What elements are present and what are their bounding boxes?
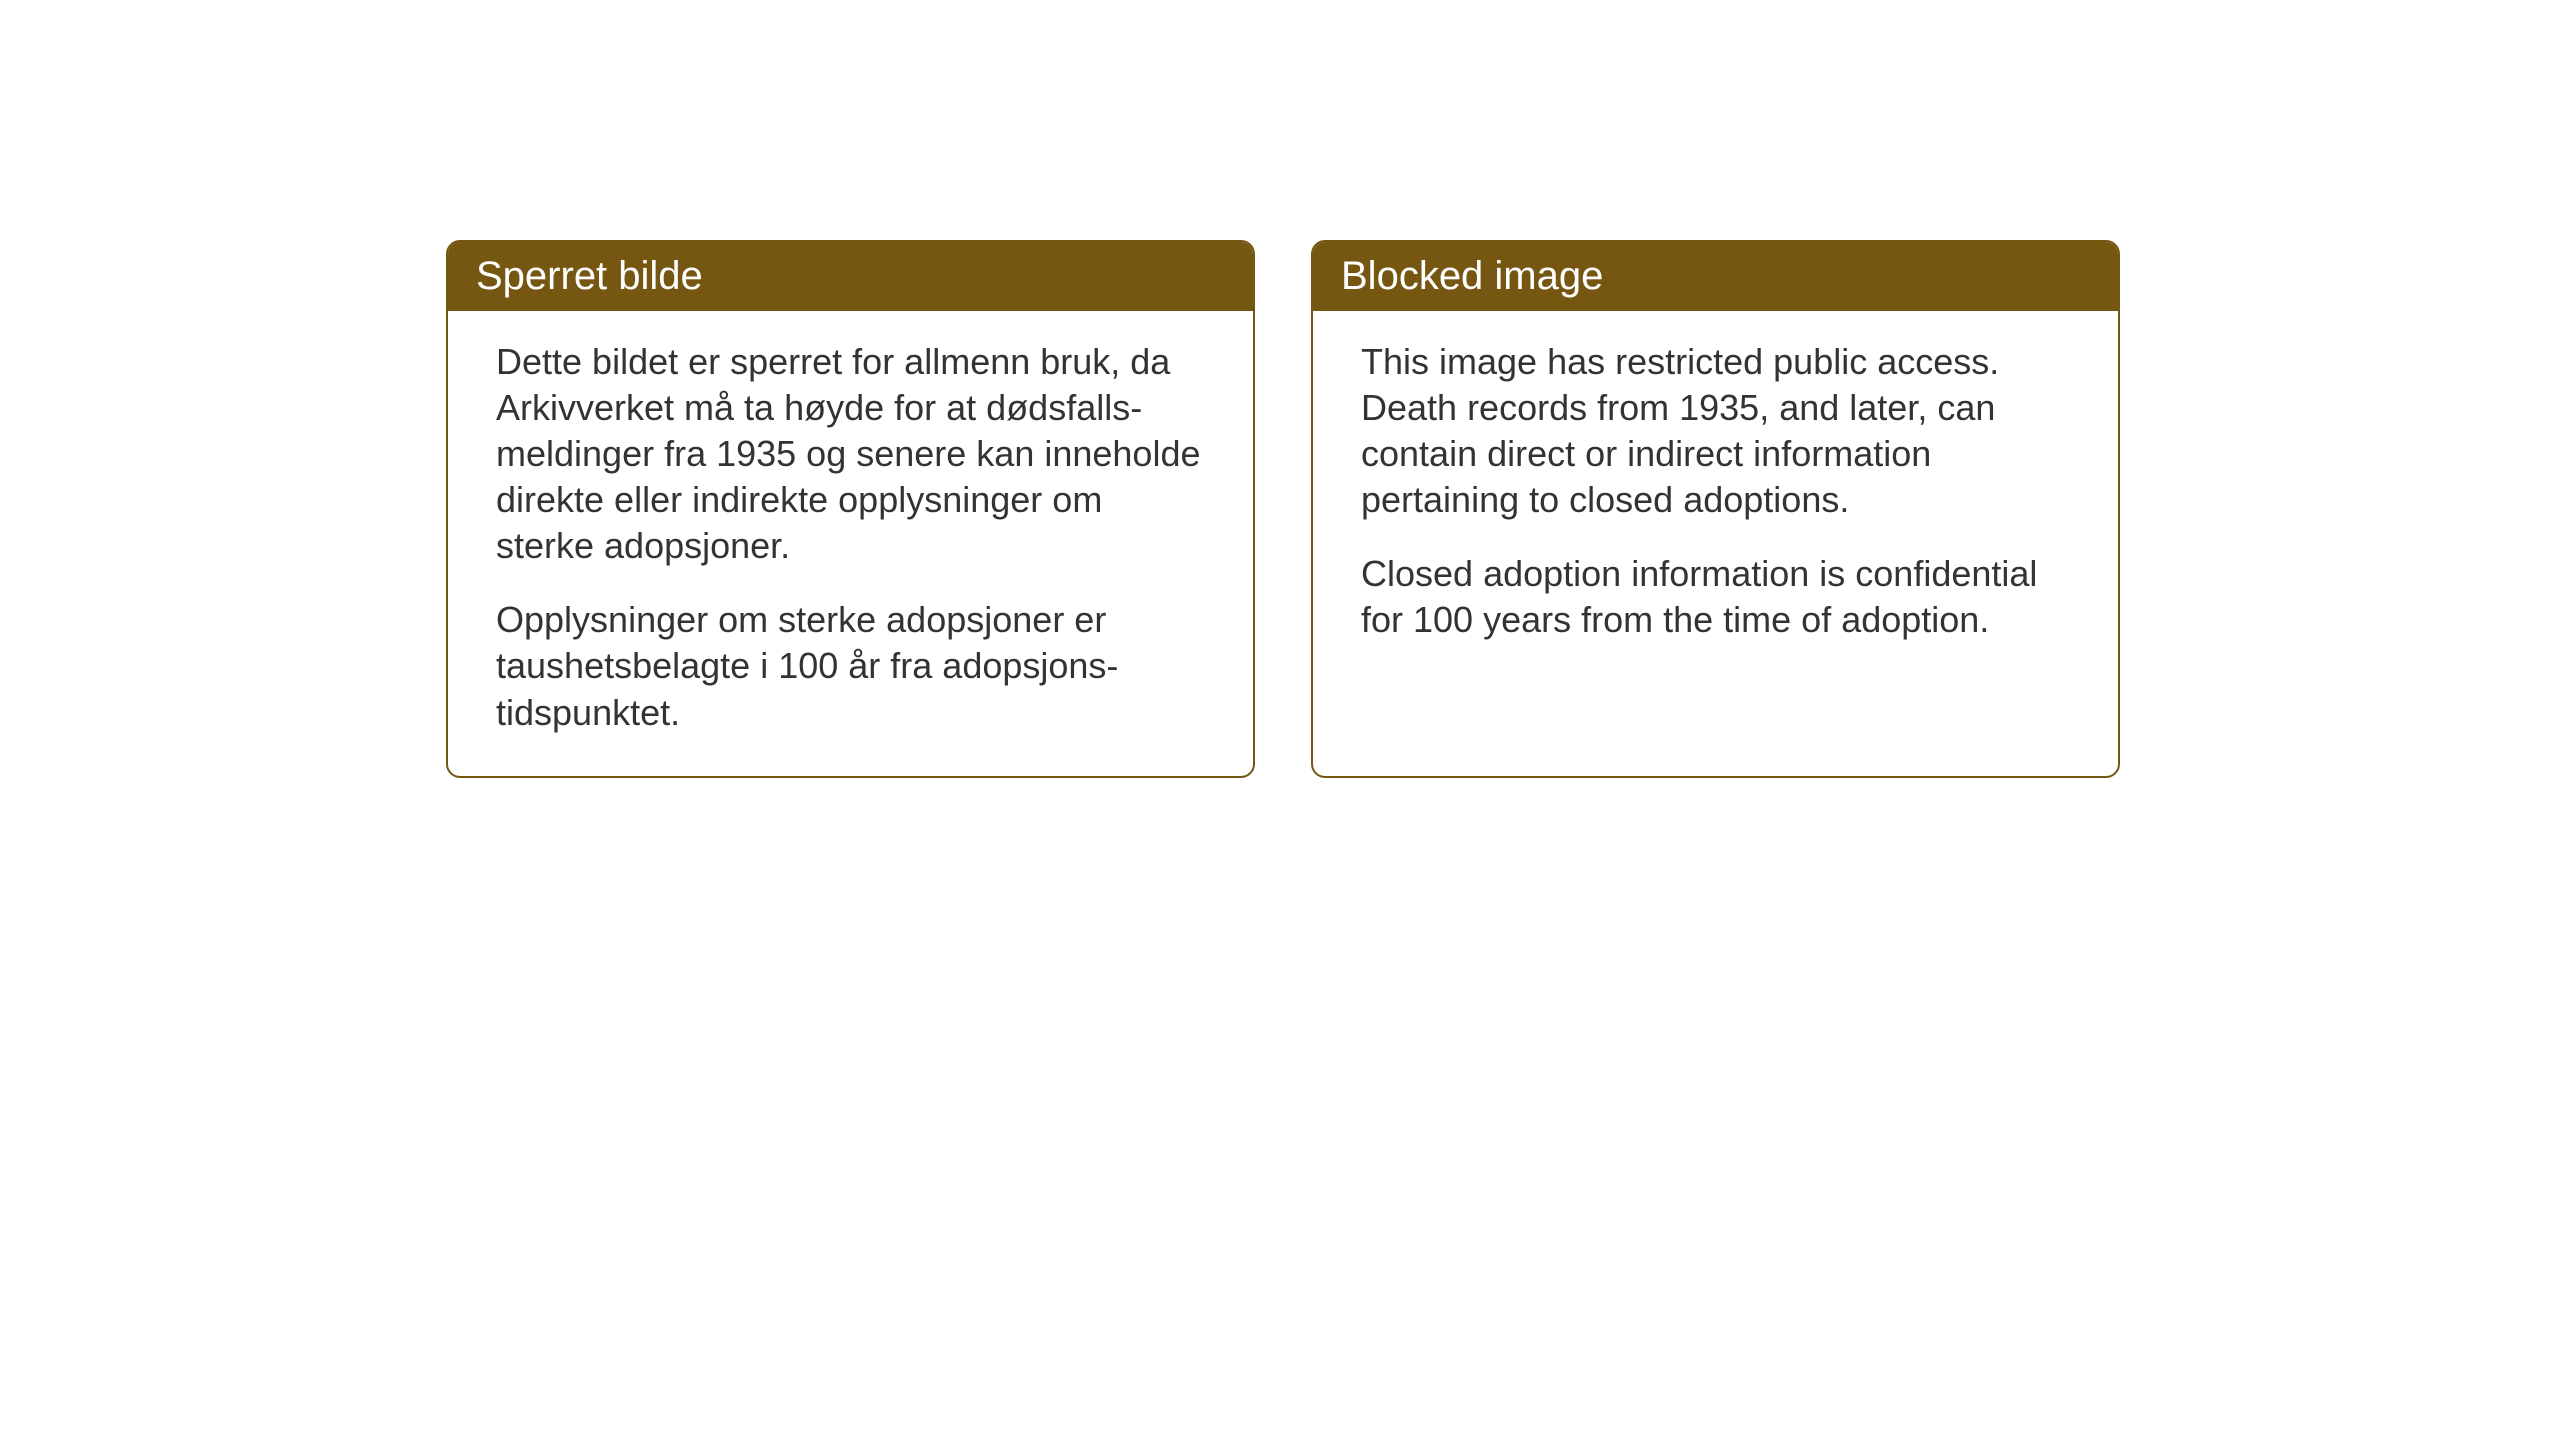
norwegian-notice-card: Sperret bilde Dette bildet er sperret fo… <box>446 240 1255 778</box>
norwegian-card-title: Sperret bilde <box>448 242 1253 311</box>
notice-cards-container: Sperret bilde Dette bildet er sperret fo… <box>446 240 2120 778</box>
english-card-body: This image has restricted public access.… <box>1313 311 2118 683</box>
english-notice-card: Blocked image This image has restricted … <box>1311 240 2120 778</box>
english-paragraph-2: Closed adoption information is confident… <box>1361 551 2070 643</box>
norwegian-card-body: Dette bildet er sperret for allmenn bruk… <box>448 311 1253 776</box>
norwegian-paragraph-1: Dette bildet er sperret for allmenn bruk… <box>496 339 1205 569</box>
english-paragraph-1: This image has restricted public access.… <box>1361 339 2070 523</box>
norwegian-paragraph-2: Opplysninger om sterke adopsjoner er tau… <box>496 597 1205 735</box>
english-card-title: Blocked image <box>1313 242 2118 311</box>
